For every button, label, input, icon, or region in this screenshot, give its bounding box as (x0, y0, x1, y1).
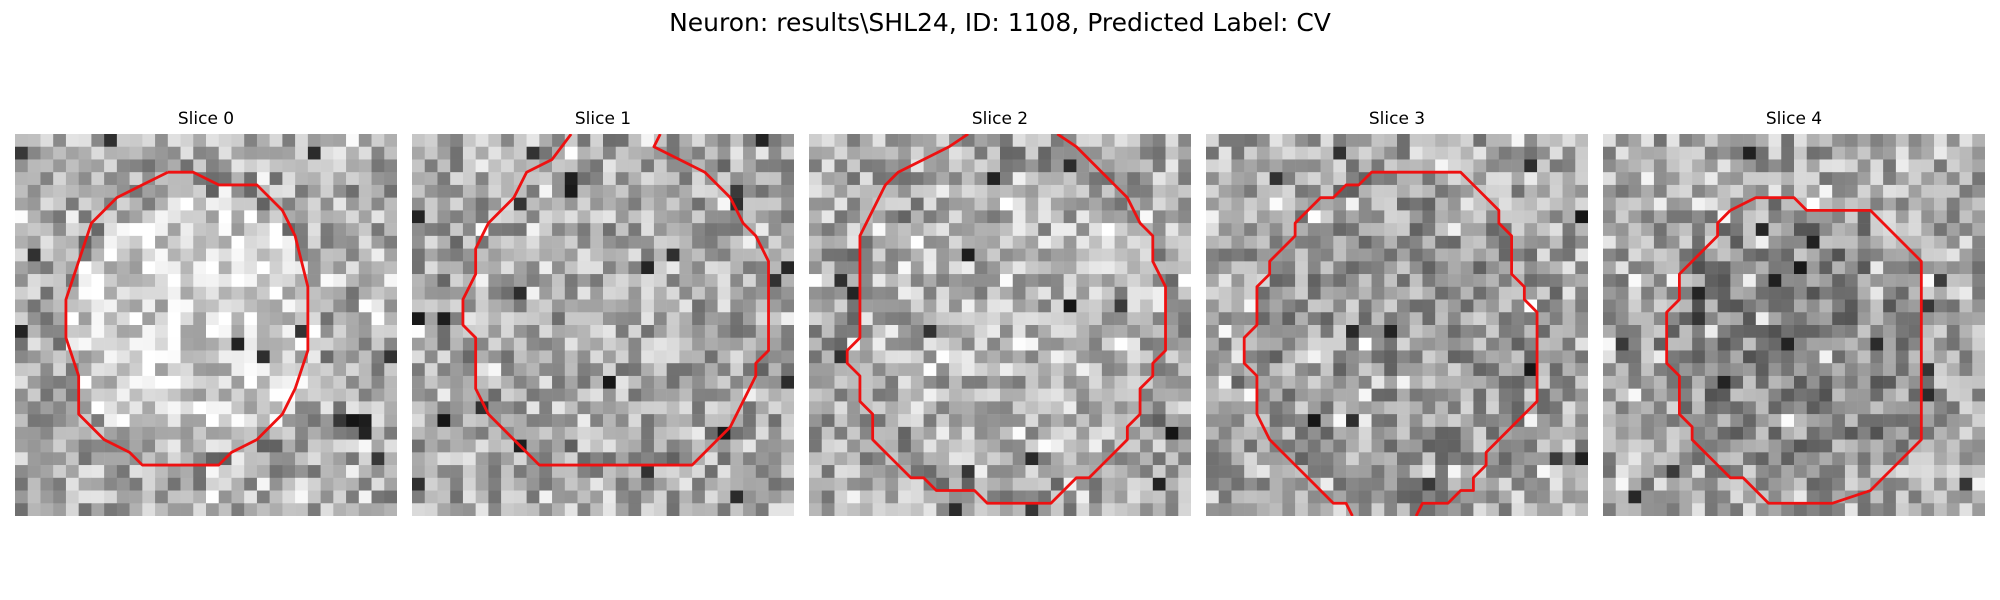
noise-pixels (15, 134, 397, 516)
noise-pixels (412, 134, 794, 516)
roi-contour (64, 170, 310, 467)
slice-panel-2: Slice 2 (809, 108, 1191, 516)
roi-contour (461, 134, 770, 467)
slice-panel-4: Slice 4 (1603, 108, 1985, 516)
roi-contour (845, 134, 1167, 505)
slice-panel-1: Slice 1 (412, 108, 794, 516)
slice-title-4: Slice 4 (1765, 109, 1823, 129)
slice-image-0 (15, 134, 397, 516)
roi-contour (1242, 170, 1539, 516)
roi-contour (1665, 196, 1923, 505)
slice-image-3 (1206, 134, 1588, 516)
noise-pixels (1206, 134, 1588, 516)
slice-title-1: Slice 1 (574, 109, 632, 129)
noise-pixels (1603, 134, 1985, 516)
slice-title-0: Slice 0 (177, 109, 235, 129)
slice-title-2: Slice 2 (971, 109, 1029, 129)
slice-image-2 (809, 134, 1191, 516)
noise-pixels (809, 134, 1191, 516)
slice-panel-3: Slice 3 (1206, 108, 1588, 516)
slice-image-1 (412, 134, 794, 516)
slice-title-3: Slice 3 (1368, 109, 1426, 129)
slice-panel-0: Slice 0 (15, 108, 397, 516)
figure-title: Neuron: results\SHL24, ID: 1108, Predict… (669, 8, 1331, 37)
slice-image-4 (1603, 134, 1985, 516)
